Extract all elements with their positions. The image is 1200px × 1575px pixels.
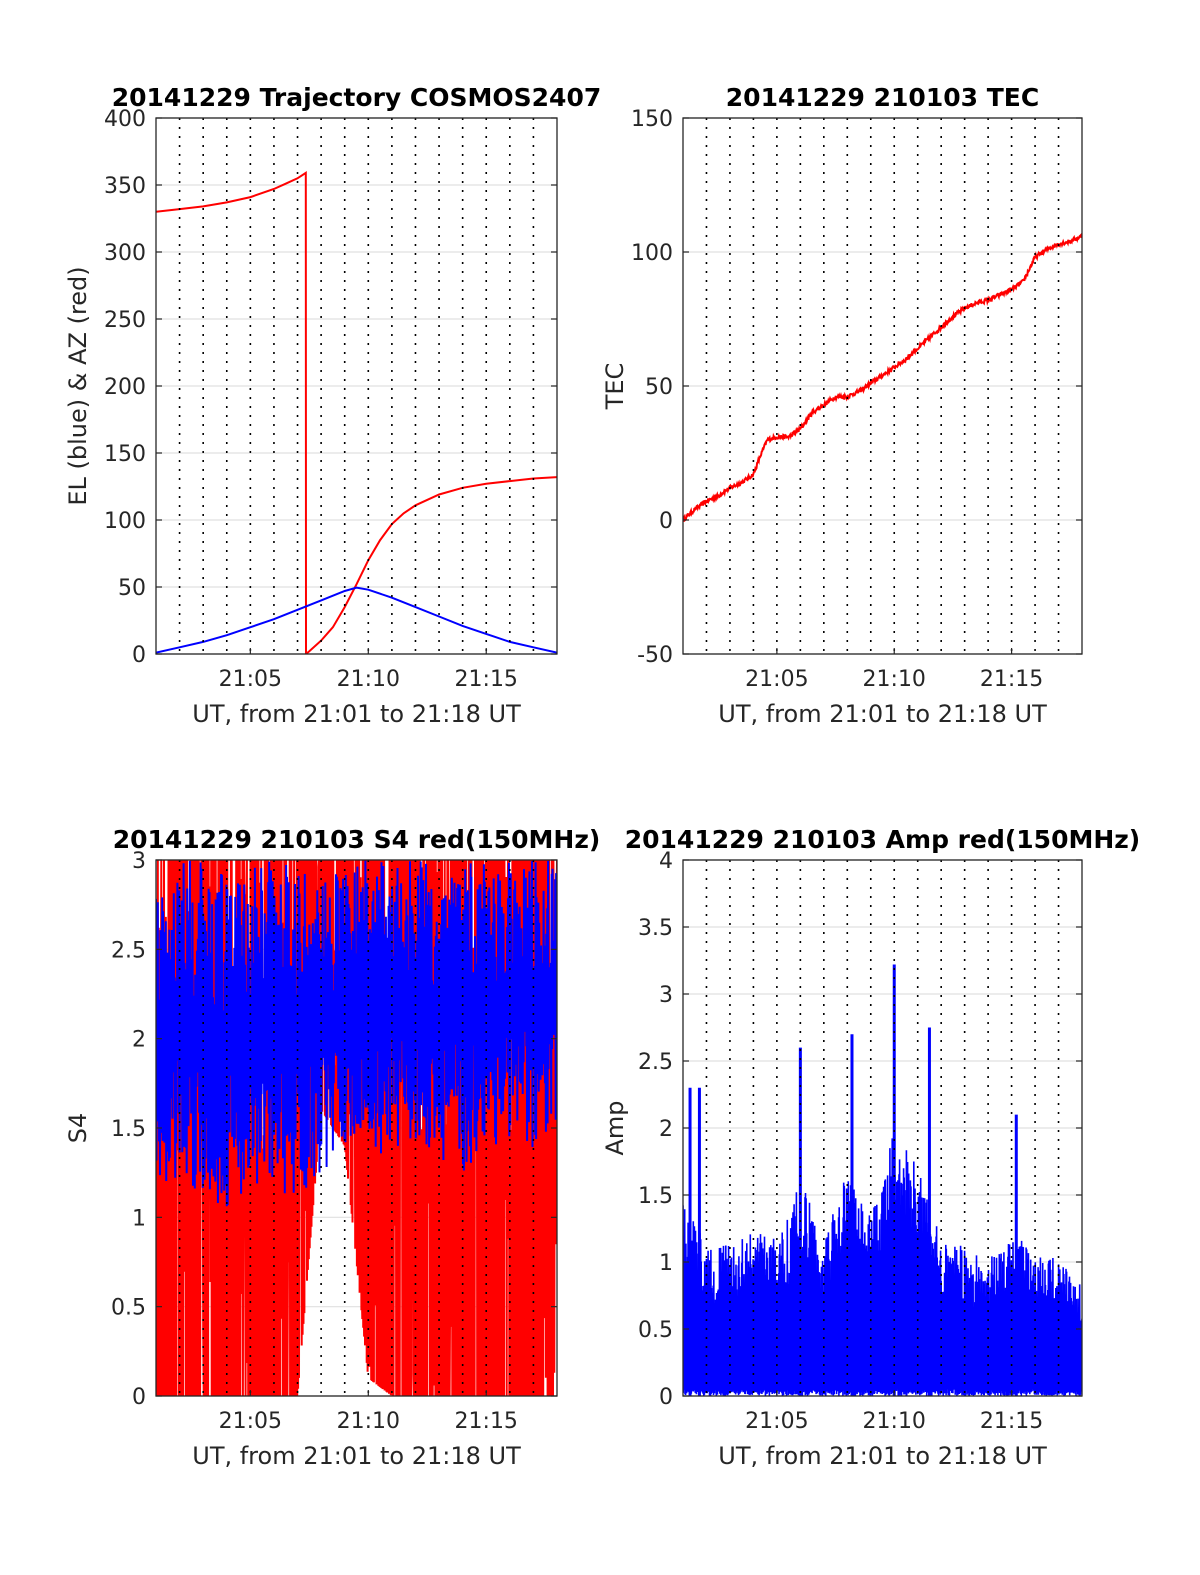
y-axis-label: TEC — [601, 363, 629, 411]
y-tick-label: 3 — [659, 983, 673, 1008]
chart-4: 0 0.5 1 1.5 2 2.5 3 3.5 4 21:05 21:10 21:15 20141229… — [601, 825, 1140, 1470]
plot-area — [683, 964, 1082, 1396]
x-tick-label: 21:15 — [980, 667, 1043, 692]
y-tick-label: 150 — [631, 107, 673, 132]
x-tick-label: 21:05 — [745, 667, 808, 692]
y-tick-label: -50 — [637, 643, 673, 668]
x-tick-label: 21:10 — [863, 1409, 926, 1434]
x-tick-label: 21:10 — [863, 667, 926, 692]
x-tick-label: 21:10 — [337, 667, 400, 692]
y-tick-label: 1 — [132, 1206, 146, 1231]
x-axis-label: UT, from 21:01 to 21:18 UT — [718, 1442, 1047, 1470]
chart-title: 20141229 210103 S4 red(150MHz) — [113, 825, 601, 854]
chart-title: 20141229 210103 TEC — [726, 83, 1039, 112]
series-trace-2 — [156, 860, 557, 1207]
y-tick-label: 300 — [104, 241, 146, 266]
series-line-1 — [156, 171, 557, 654]
chart-1: 0 50 100 150 200 250 300 350 400 21:05 21:10 21:15 2… — [64, 83, 601, 728]
x-tick-label: 21:10 — [337, 1409, 400, 1434]
y-tick-label: 4 — [659, 849, 673, 874]
y-tick-label: 2 — [132, 1028, 146, 1053]
x-tick-label: 21:05 — [219, 1409, 282, 1434]
y-tick-label: 1 — [659, 1251, 673, 1276]
y-tick-label: 0 — [132, 1385, 146, 1410]
y-tick-label: 100 — [631, 241, 673, 266]
chart-title: 20141229 210103 Amp red(150MHz) — [625, 825, 1141, 854]
y-tick-label: 0 — [659, 509, 673, 534]
y-axis-label: Amp — [601, 1100, 629, 1155]
x-tick-label: 21:05 — [745, 1409, 808, 1434]
y-tick-label: 50 — [118, 576, 146, 601]
y-axis-label: S4 — [64, 1113, 92, 1144]
y-tick-label: 50 — [645, 375, 673, 400]
y-tick-label: 2 — [659, 1117, 673, 1142]
y-tick-label: 3 — [132, 849, 146, 874]
chart-title: 20141229 Trajectory COSMOS2407 — [112, 83, 602, 112]
y-axis-label: EL (blue) & AZ (red) — [64, 266, 92, 505]
x-tick-label: 21:15 — [455, 667, 518, 692]
x-tick-label: 21:15 — [980, 1409, 1043, 1434]
y-tick-label: 350 — [104, 174, 146, 199]
y-tick-label: 1.5 — [111, 1117, 146, 1142]
y-tick-label: 400 — [104, 107, 146, 132]
y-tick-label: 0.5 — [111, 1296, 146, 1321]
y-tick-label: 150 — [104, 442, 146, 467]
plot-area — [156, 860, 557, 1396]
series-trace-1 — [683, 1136, 1082, 1396]
y-tick-label: 200 — [104, 375, 146, 400]
y-tick-label: 0.5 — [638, 1318, 673, 1343]
x-axis-label: UT, from 21:01 to 21:18 UT — [718, 700, 1047, 728]
x-tick-label: 21:05 — [219, 667, 282, 692]
y-tick-label: 0 — [132, 643, 146, 668]
x-tick-label: 21:15 — [455, 1409, 518, 1434]
chart-3: 0 0.5 1 1.5 2 2.5 3 21:05 21:10 21:15 20141229 210… — [64, 825, 600, 1470]
y-tick-label: 1.5 — [638, 1184, 673, 1209]
x-axis-label: UT, from 21:01 to 21:18 UT — [192, 700, 521, 728]
chart-2: -50 0 50 100 150 21:05 21:10 21:15 20141229 2101… — [601, 83, 1083, 728]
y-tick-label: 0 — [659, 1385, 673, 1410]
x-axis-label: UT, from 21:01 to 21:18 UT — [192, 1442, 521, 1470]
series-line-2 — [156, 586, 557, 654]
y-tick-label: 250 — [104, 308, 146, 333]
y-tick-label: 2.5 — [111, 938, 146, 963]
y-tick-label: 2.5 — [638, 1050, 673, 1075]
y-tick-label: 100 — [104, 509, 146, 534]
y-tick-label: 3.5 — [638, 916, 673, 941]
plot-area — [156, 171, 557, 654]
plot-area — [683, 233, 1082, 523]
series-line-1 — [683, 233, 1082, 523]
